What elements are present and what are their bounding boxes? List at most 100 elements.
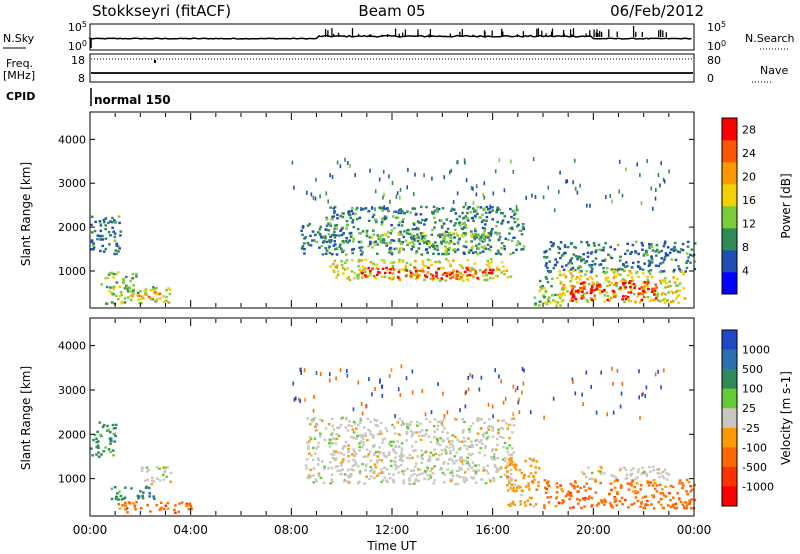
vel-marks-cell-4 <box>435 437 439 441</box>
power-marks-cell-11 <box>675 297 678 300</box>
vel-marks-cell-4 <box>417 479 420 483</box>
power-marks-cell-6 <box>477 242 481 246</box>
power-marks-cell-10 <box>602 270 606 274</box>
power-marks-cell-9 <box>550 285 553 288</box>
vel-marks-cell-7 <box>658 472 661 475</box>
power-marks-cell-6 <box>471 245 475 248</box>
power-colorbar-tick-label: 24 <box>742 147 756 160</box>
vel-marks-cell-4 <box>402 479 405 482</box>
power-marks-cell-5 <box>431 212 435 215</box>
vel-marks-scatter <box>521 367 524 371</box>
power-marks-cell-10 <box>567 262 570 265</box>
power-marks-scatter <box>573 158 576 163</box>
vel-marks-cell-6 <box>644 504 647 507</box>
vel-marks-cell-4 <box>373 453 376 457</box>
power-marks-cell-7 <box>398 260 401 264</box>
vel-marks-cell-4 <box>476 432 480 435</box>
vel-marks-cell-6 <box>664 485 667 488</box>
power-marks-cell-11 <box>642 287 646 291</box>
power-marks-cell-11 <box>558 270 562 273</box>
vel-marks-cell-4 <box>309 423 312 426</box>
vel-marks-cell-5 <box>528 488 531 491</box>
vel-marks-cell-6 <box>576 485 579 488</box>
velocity-colorbar-segment <box>722 369 737 389</box>
power-marks-cell-8 <box>459 275 463 279</box>
vel-marks-cell-6 <box>624 498 627 502</box>
power-marks-cell-5 <box>426 251 429 254</box>
vel-marks-cell-4 <box>309 468 312 472</box>
power-marks-cell-10 <box>618 267 622 271</box>
vel-marks-cell-4 <box>333 458 337 462</box>
power-marks-cell-9 <box>544 275 548 279</box>
time-tick-label: 08:00 <box>274 523 309 537</box>
vel-marks-cell-4 <box>401 470 404 473</box>
power-marks-cell-11 <box>572 291 576 294</box>
vel-marks-cell-4 <box>352 458 355 462</box>
vel-marks-cell-4 <box>483 421 486 424</box>
vel-marks-cell-5 <box>519 486 522 489</box>
vel-marks-cell-7 <box>612 475 616 478</box>
vel-marks-cell-5 <box>534 466 537 469</box>
power-marks-cell-7 <box>429 277 433 280</box>
power-marks-cell-10 <box>559 241 563 244</box>
vel-marks-cell-6 <box>573 487 576 490</box>
vel-marks-cell-4 <box>512 417 516 420</box>
vel-marks-cell-6 <box>611 506 614 509</box>
vel-marks-cell-4 <box>308 436 312 439</box>
power-marks-cell-5 <box>341 250 344 253</box>
vel-marks-cell-4 <box>466 468 470 471</box>
vel-marks-scatter <box>388 374 391 378</box>
power-marks-cell-10 <box>666 246 670 249</box>
power-marks-cell-5 <box>411 228 415 231</box>
vel-marks-cell-6 <box>560 488 563 491</box>
power-marks-scatter <box>475 209 478 214</box>
vel-marks-cell-4 <box>455 418 458 421</box>
vel-marks-cell-4 <box>455 469 459 473</box>
power-marks-cell-11 <box>620 280 623 283</box>
vel-marks-cell-4 <box>428 420 432 423</box>
vel-marks-cell-6 <box>600 500 603 503</box>
power-marks-cell-9 <box>551 277 554 280</box>
vel-marks-cell-1 <box>116 492 119 495</box>
power-marks-cell-10 <box>662 270 666 273</box>
vel-marks-cell-6 <box>678 482 681 485</box>
vel-marks-cell-6 <box>590 503 594 507</box>
power-marks-cell-5 <box>433 216 436 220</box>
vel-marks-cell-6 <box>659 498 663 501</box>
vel-marks-cell-4 <box>466 456 469 459</box>
vel-marks-cell-1 <box>113 486 117 489</box>
power-marks-cell-5 <box>479 251 482 254</box>
power-marks-cell-7 <box>486 259 490 263</box>
power-marks-cell-5 <box>454 222 457 225</box>
y-tick-label: 1000 <box>58 473 86 486</box>
power-marks-cell-10 <box>588 264 591 267</box>
power-marks-cell-5 <box>402 235 406 239</box>
power-marks-cell-6 <box>389 232 393 235</box>
power-marks-cell-10 <box>648 263 651 266</box>
vel-marks-cell-4 <box>381 441 384 444</box>
nsky-panel <box>89 23 695 51</box>
vel-marks-cell-4 <box>472 469 475 472</box>
vel-marks-cell-3 <box>166 507 170 510</box>
vel-marks-cell-4 <box>481 433 485 436</box>
vel-marks-cell-4 <box>368 450 372 453</box>
time-tick-label: 16:00 <box>475 523 510 537</box>
vel-marks-cell-4 <box>405 430 408 434</box>
vel-marks-cell-4 <box>406 467 409 470</box>
vel-marks-cell-7 <box>636 476 639 479</box>
power-marks-cell-4 <box>300 247 304 250</box>
vel-marks-cell-4 <box>462 429 465 432</box>
freq-tick-top: 18 <box>71 54 85 67</box>
power-marks-cell-5 <box>381 206 384 209</box>
power-marks-cell-11 <box>667 291 670 294</box>
vel-marks-cell-5 <box>520 471 523 475</box>
vel-marks-cell-7 <box>594 478 597 481</box>
vel-marks-scatter <box>405 376 408 381</box>
vel-marks-cell-4 <box>425 470 428 473</box>
power-marks-cell-10 <box>602 266 605 270</box>
power-marks-cell-5 <box>349 231 353 235</box>
power-marks-cell-5 <box>400 224 404 227</box>
power-marks-cell-6 <box>379 234 383 238</box>
power-marks-cell-12 <box>579 282 583 285</box>
power-marks-scatter <box>463 158 466 163</box>
